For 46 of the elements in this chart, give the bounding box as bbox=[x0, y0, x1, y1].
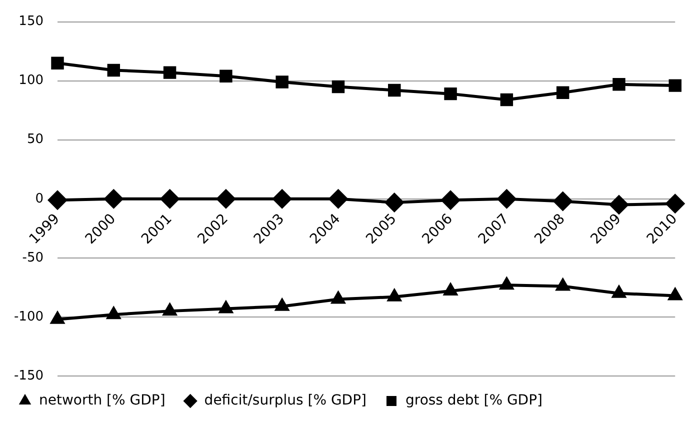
y-tick-label: -50 bbox=[22, 250, 44, 266]
point bbox=[330, 290, 346, 304]
point bbox=[328, 188, 348, 209]
point bbox=[611, 284, 627, 298]
point bbox=[51, 56, 64, 70]
point bbox=[442, 282, 458, 296]
y-tick-label: 150 bbox=[18, 14, 44, 30]
point bbox=[500, 93, 514, 106]
point bbox=[386, 288, 402, 302]
point bbox=[668, 79, 682, 92]
point bbox=[276, 76, 288, 88]
point bbox=[104, 188, 124, 209]
y-tick-label: -100 bbox=[14, 309, 44, 324]
y-tick-label: 100 bbox=[18, 73, 44, 88]
point bbox=[555, 277, 571, 291]
point bbox=[332, 80, 345, 94]
point bbox=[163, 66, 176, 79]
point bbox=[107, 64, 120, 77]
legend-label: gross debt [% GDP] bbox=[405, 392, 542, 409]
point bbox=[218, 300, 234, 314]
point bbox=[612, 78, 626, 91]
point bbox=[384, 192, 404, 212]
point bbox=[216, 188, 236, 209]
point bbox=[220, 70, 232, 82]
y-tick-label: -150 bbox=[14, 368, 44, 384]
point bbox=[274, 297, 290, 311]
point bbox=[162, 302, 178, 316]
point bbox=[552, 191, 573, 212]
point bbox=[272, 188, 292, 209]
y-tick-label: 50 bbox=[26, 132, 44, 148]
point bbox=[608, 194, 629, 215]
point bbox=[556, 86, 570, 100]
point bbox=[665, 194, 686, 214]
point bbox=[106, 306, 122, 320]
point bbox=[496, 188, 517, 209]
y-tick-label: 0 bbox=[35, 191, 44, 206]
point bbox=[50, 310, 66, 324]
point bbox=[444, 87, 457, 100]
legend-label: deficit/surplus [% GDP] bbox=[204, 392, 366, 409]
point bbox=[667, 286, 683, 300]
legend-label: networth [% GDP] bbox=[39, 392, 166, 409]
point bbox=[48, 190, 68, 210]
point bbox=[388, 84, 401, 97]
point bbox=[160, 188, 180, 209]
point bbox=[498, 276, 514, 290]
point bbox=[440, 190, 461, 210]
